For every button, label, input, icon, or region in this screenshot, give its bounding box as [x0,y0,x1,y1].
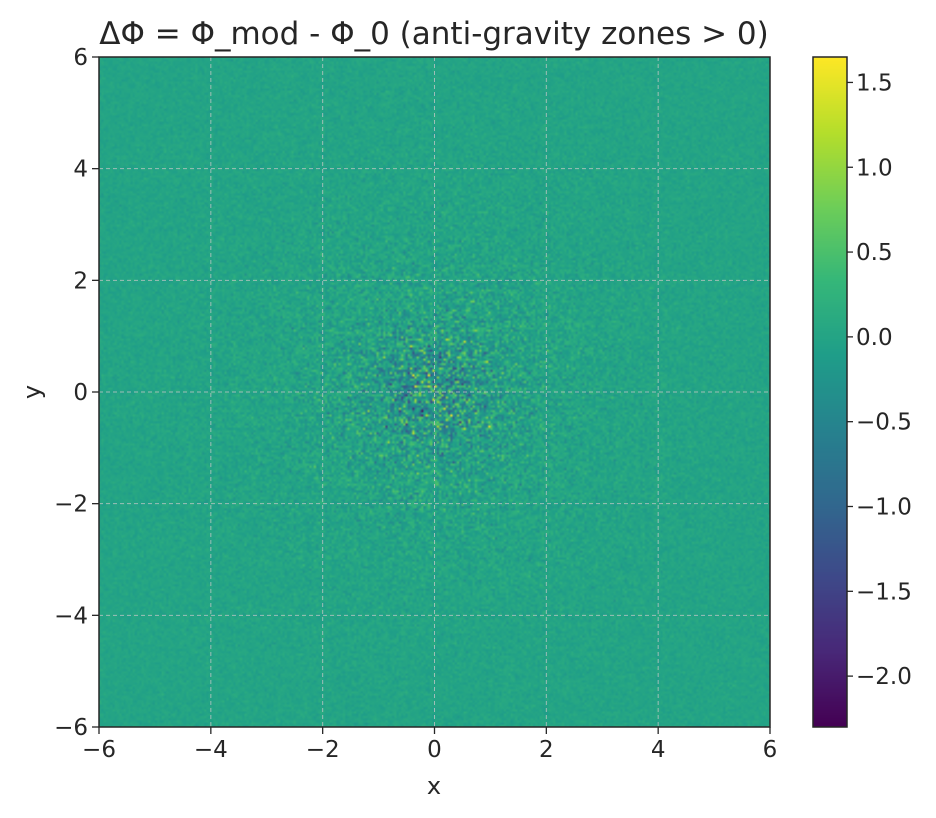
y-axis-label: y [18,385,46,399]
x-tick-label: 2 [539,737,554,763]
x-axis-label: x [427,772,441,800]
plot-area [98,56,771,728]
y-tick-label: −4 [54,603,88,629]
colorbar: −2.0 −1.5 −1.0 −0.5 0.0 0.5 1.0 1.5 [812,56,912,728]
colorbar-ticks: −2.0 −1.5 −1.0 −0.5 0.0 0.5 1.0 1.5 [847,70,912,690]
y-tick-label: 0 [73,380,88,406]
colorbar-tick-label: −2.0 [856,664,912,690]
x-axis-ticks: −6 −4 −2 0 2 4 6 [82,727,777,763]
x-tick-label: 4 [651,737,666,763]
chart-title: ΔΦ = Φ_mod - Φ_0 (anti-gravity zones > 0… [99,16,768,52]
colorbar-gradient [813,57,847,727]
colorbar-tick-label: −1.0 [856,494,912,520]
heatmap-image [99,57,770,727]
y-tick-label: −6 [54,715,88,741]
x-tick-label: −2 [306,737,340,763]
colorbar-tick-label: 0.0 [856,325,893,351]
y-tick-label: −2 [54,492,88,518]
y-tick-label: 2 [73,268,88,294]
colorbar-tick-label: 1.0 [856,155,893,181]
colorbar-frame [812,56,848,728]
y-tick-label: 6 [73,45,88,71]
colorbar-tick-label: 1.5 [856,70,893,96]
y-tick-label: 4 [73,157,88,183]
x-tick-label: −6 [82,737,116,763]
x-tick-label: 6 [763,737,778,763]
colorbar-tick-label: 0.5 [856,240,893,266]
y-axis-ticks: −6 −4 −2 0 2 4 6 [54,45,99,741]
colorbar-tick-label: −1.5 [856,579,912,605]
colorbar-tick-label: −0.5 [856,410,912,436]
x-tick-label: −4 [194,737,228,763]
x-tick-label: 0 [427,737,442,763]
